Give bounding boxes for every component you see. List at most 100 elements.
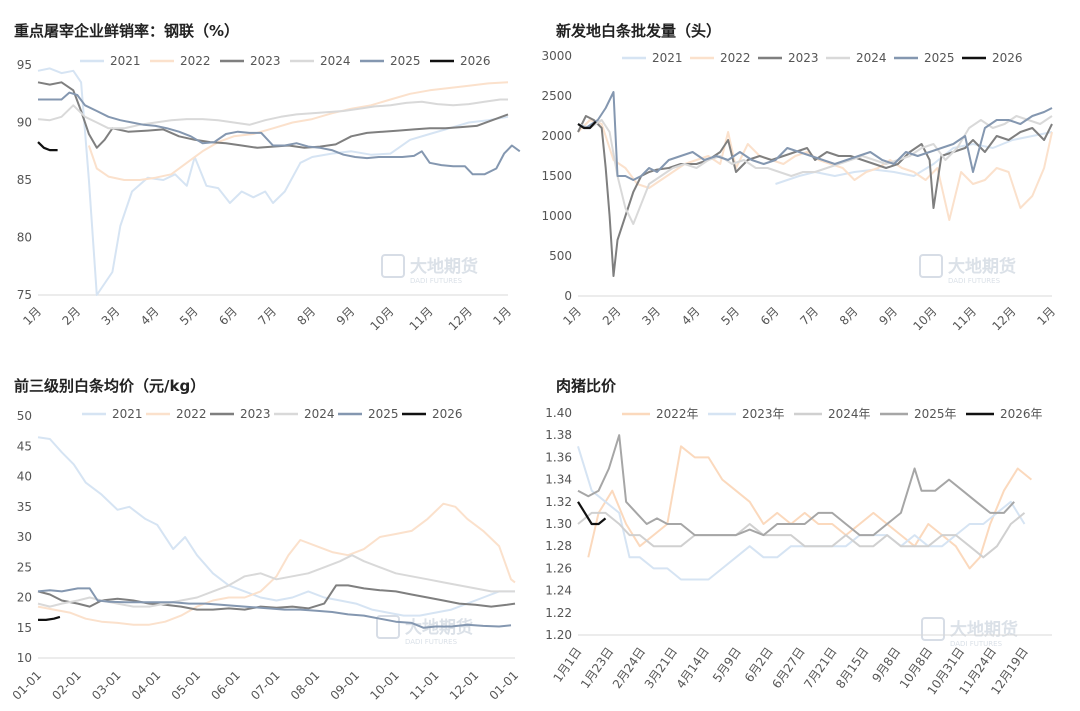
- x-tick-label: 5月: [177, 304, 201, 328]
- x-tick-label: 9月8日: [869, 645, 903, 685]
- legend-label-2024: 2024: [856, 51, 887, 65]
- series-line-2024: [577, 115, 1053, 225]
- series-line-2024年: [577, 511, 1026, 559]
- series-line-2025: [38, 91, 521, 176]
- x-tick-label: 9月: [876, 304, 900, 328]
- chart-title-pork-grain-ratio: 肉猪比价: [556, 377, 617, 395]
- y-tick-label: 1.26: [545, 561, 572, 575]
- legend-label-2026: 2026: [432, 407, 463, 421]
- y-tick-label: 1.38: [545, 428, 572, 442]
- x-tick-label: 8月: [295, 304, 319, 328]
- y-tick-label: 1.40: [545, 406, 572, 420]
- legend-label-2021: 2021: [110, 54, 141, 68]
- x-tick-label: 10-01: [367, 668, 402, 703]
- watermark-logo-icon: [381, 254, 405, 278]
- x-tick-label: 12月: [989, 304, 1018, 333]
- y-tick-label: 1.22: [545, 606, 572, 620]
- y-tick-label: 35: [17, 500, 32, 514]
- watermark-en: DADI FUTURES: [950, 640, 1003, 648]
- series-line-2024: [37, 98, 508, 130]
- chart-title-xinfadi-volume: 新发地白条批发量（头）: [556, 22, 722, 40]
- series-line-2022: [577, 119, 1053, 221]
- series-line-2022: [87, 81, 509, 181]
- x-tick-label: 6月: [758, 304, 782, 328]
- legend-label-2024: 2024: [320, 54, 351, 68]
- y-tick-label: 85: [17, 173, 32, 187]
- x-tick-label: 7月: [797, 304, 821, 328]
- watermark-text: 大地期货: [410, 256, 478, 277]
- legend-label-2025年: 2025年: [914, 407, 957, 421]
- y-tick-label: 0: [564, 289, 572, 303]
- x-tick-label: 9月: [334, 304, 358, 328]
- y-tick-label: 45: [17, 439, 32, 453]
- y-tick-label: 10: [17, 651, 32, 665]
- series-line-2022年: [587, 445, 1033, 570]
- x-tick-label: 07-01: [248, 668, 283, 703]
- y-tick-label: 75: [17, 288, 32, 302]
- series-line-2021: [37, 67, 509, 296]
- series-line-2025: [577, 91, 1053, 181]
- legend-label-2025: 2025: [924, 51, 955, 65]
- y-tick-label: 2000: [541, 129, 572, 143]
- legend-label-2026: 2026: [460, 54, 491, 68]
- x-tick-label: 5月: [718, 304, 742, 328]
- legend-label-2023: 2023: [250, 54, 281, 68]
- watermark-text: 大地期货: [950, 619, 1018, 640]
- legend-label-2021: 2021: [112, 407, 143, 421]
- y-tick-label: 1.36: [545, 450, 572, 464]
- y-tick-label: 1.32: [545, 495, 572, 509]
- x-tick-label: 11月: [407, 304, 436, 333]
- y-tick-label: 3000: [541, 49, 572, 63]
- x-tick-label: 7月: [255, 304, 279, 328]
- legend-label-2022年: 2022年: [656, 407, 699, 421]
- x-tick-label: 08-01: [288, 668, 323, 703]
- x-tick-label: 12月: [446, 304, 475, 333]
- series-line-2021: [37, 436, 515, 617]
- x-tick-label: 1月: [20, 304, 44, 328]
- x-tick-label: 01-01: [487, 668, 522, 703]
- x-tick-label: 03-01: [89, 668, 124, 703]
- series-line-2023: [37, 584, 516, 611]
- y-tick-label: 1.34: [545, 473, 572, 487]
- x-tick-label: 11月: [950, 304, 979, 333]
- watermark-en: DADI FUTURES: [405, 638, 458, 646]
- series-line-2025: [37, 587, 512, 629]
- y-tick-label: 500: [549, 249, 572, 263]
- series-line-2023年: [577, 446, 1026, 581]
- legend-label-2022: 2022: [176, 407, 207, 421]
- x-tick-label: 1月: [490, 304, 514, 328]
- x-tick-label: 6月: [216, 304, 240, 328]
- y-tick-label: 20: [17, 591, 32, 605]
- legend-label-2023: 2023: [240, 407, 271, 421]
- series-line-2021: [775, 131, 1053, 185]
- watermark-text: 大地期货: [948, 256, 1016, 277]
- y-tick-label: 95: [17, 58, 32, 72]
- legend-label-2021: 2021: [652, 51, 683, 65]
- series-line-2022: [37, 502, 516, 626]
- series-line-2023: [577, 115, 1053, 277]
- x-tick-label: 8月: [837, 304, 861, 328]
- x-tick-label: 4月: [138, 304, 162, 328]
- legend-label-2026年: 2026年: [1000, 407, 1043, 421]
- y-tick-label: 1.20: [545, 628, 572, 642]
- x-tick-label: 2月: [600, 304, 624, 328]
- x-tick-label: 5月9日: [710, 645, 744, 685]
- x-tick-label: 6月2日: [742, 645, 776, 685]
- legend-label-2022: 2022: [180, 54, 211, 68]
- watermark-logo-icon: [919, 254, 943, 278]
- legend-label-2023: 2023: [788, 51, 819, 65]
- watermark-en: DADI FUTURES: [948, 277, 1001, 285]
- y-tick-label: 25: [17, 560, 32, 574]
- y-tick-label: 90: [17, 116, 32, 130]
- chart-title-carcass-price: 前三级别白条均价（元/kg）: [14, 377, 206, 395]
- x-tick-label: 10月: [367, 304, 396, 333]
- x-tick-label: 02-01: [49, 668, 84, 703]
- legend-label-2022: 2022: [720, 51, 751, 65]
- legend-label-2025: 2025: [368, 407, 399, 421]
- x-tick-label: 4月14日: [674, 645, 712, 691]
